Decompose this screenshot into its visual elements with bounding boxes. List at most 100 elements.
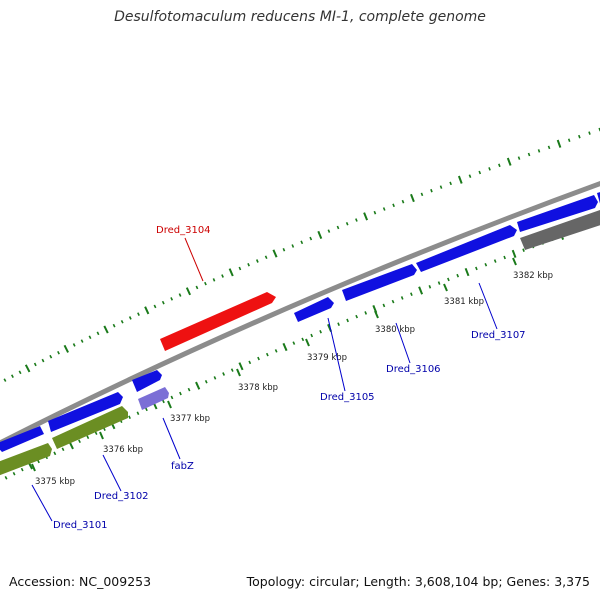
inner-tick	[265, 352, 269, 357]
inner-tick	[418, 286, 424, 295]
page-title: Desulfotomaculum reducens MI-1, complete…	[114, 9, 486, 25]
outer-tick	[556, 139, 562, 148]
outer-tick	[195, 285, 199, 290]
inner-tick	[4, 476, 8, 480]
gene-arrow-fabz[interactable]	[138, 387, 169, 410]
inner-tick	[400, 296, 404, 300]
outer-tick	[373, 210, 377, 215]
outer-tick	[137, 312, 140, 316]
inner-tick	[61, 447, 65, 452]
outer-tick	[578, 134, 581, 139]
outer-tick-ring	[3, 127, 600, 382]
outer-tick	[457, 175, 463, 184]
inner-tick	[456, 273, 460, 278]
inner-tick	[319, 329, 322, 334]
inner-tick	[204, 379, 208, 384]
scale-ticks	[31, 257, 517, 472]
inner-tick	[12, 471, 16, 476]
inner-tick	[447, 277, 450, 282]
gene-label-fabz[interactable]: fabZ	[171, 461, 194, 472]
inner-tick	[187, 387, 191, 392]
gene-arrow-dred-3107[interactable]	[416, 225, 517, 272]
outer-tick	[10, 374, 14, 378]
inner-tick	[410, 292, 413, 296]
inner-tick	[257, 356, 260, 361]
outer-tick	[272, 249, 278, 258]
gene-arrow-gray-right[interactable]	[520, 207, 600, 250]
gene-label-dred-3105[interactable]: Dred_3105	[320, 392, 375, 403]
leader-dred-3102	[102, 454, 122, 492]
outer-tick	[430, 188, 433, 193]
reverse-strand-genes	[0, 207, 600, 477]
leader-dred-3106	[395, 322, 411, 364]
gene-arrow-right-edge-blue[interactable]	[597, 189, 600, 207]
inner-tick	[355, 314, 359, 319]
leader-dred-3105	[327, 317, 346, 392]
accession-label: Accession: NC_009253	[9, 574, 152, 589]
inner-tick	[170, 395, 174, 400]
outer-tick	[410, 193, 415, 203]
inner-tick	[428, 285, 432, 289]
outer-tick	[300, 240, 304, 245]
scale-labels: 3375 kbp 3376 kbp 3377 kbp 3378 kbp 3379…	[35, 271, 553, 487]
outer-tick	[112, 323, 116, 328]
inner-tick	[391, 299, 395, 304]
inner-tick	[195, 381, 201, 390]
gene-label-dred-3107[interactable]: Dred_3107	[471, 330, 526, 341]
kbp-label-3380: 3380 kbp	[375, 325, 415, 335]
gene-arrow-small-blue[interactable]	[132, 370, 162, 392]
gene-arrow-dred-3102[interactable]	[52, 406, 128, 449]
inner-tick	[337, 322, 340, 326]
kbp-3376	[99, 431, 104, 440]
outer-tick	[212, 278, 216, 282]
gene-arrow-dred-3106[interactable]	[342, 264, 417, 301]
gene-arrow-left-blue[interactable]	[0, 426, 44, 452]
gene-label-leaders	[31, 237, 498, 522]
gene-arrow-blue-2[interactable]	[48, 392, 123, 432]
inner-tick	[364, 311, 368, 315]
inner-tick	[78, 439, 81, 444]
gene-label-dred-3106[interactable]: Dred_3106	[386, 364, 441, 375]
gene-label-dred-3104[interactable]: Dred_3104	[156, 225, 211, 236]
outer-tick	[80, 339, 84, 343]
inner-tick	[53, 451, 57, 456]
outer-tick	[327, 229, 331, 233]
kbp-3380	[374, 310, 379, 319]
inner-tick	[136, 411, 140, 416]
kbp-label-3382: 3382 kbp	[513, 271, 553, 281]
inner-tick	[437, 281, 441, 285]
inner-tick	[230, 368, 234, 372]
outer-tick	[439, 185, 443, 189]
inner-tick-ring	[4, 219, 600, 480]
outer-tick	[420, 192, 424, 197]
kbp-3382	[512, 257, 517, 266]
outer-tick	[144, 306, 150, 315]
inner-tick	[484, 262, 488, 267]
outer-tick	[567, 138, 571, 142]
kbp-label-3379: 3379 kbp	[307, 353, 347, 363]
gene-arrow-dred-3101[interactable]	[0, 443, 52, 477]
outer-tick	[264, 255, 268, 260]
gene-arrow-dred-3105[interactable]	[294, 297, 334, 322]
inner-tick	[274, 349, 278, 353]
inner-tick	[464, 267, 470, 277]
inner-tick	[301, 337, 305, 342]
forward-strand-genes	[0, 189, 600, 452]
inner-tick	[179, 391, 182, 396]
gene-label-dred-3102[interactable]: Dred_3102	[94, 491, 149, 502]
kbp-label-3378: 3378 kbp	[238, 383, 278, 393]
gene-arrow-dred-3104[interactable]	[160, 292, 276, 351]
leader-dred-3101	[31, 484, 53, 522]
gene-arrow-right-blue[interactable]	[517, 195, 598, 232]
inner-tick	[222, 372, 226, 376]
outer-tick	[170, 297, 174, 301]
kbp-3378	[236, 368, 241, 377]
inner-tick	[310, 333, 314, 338]
kbp-label-3381: 3381 kbp	[444, 297, 484, 307]
outer-tick	[517, 156, 521, 160]
inner-tick	[292, 341, 296, 345]
outer-tick	[161, 300, 165, 305]
gene-label-dred-3101[interactable]: Dred_3101	[53, 520, 108, 531]
kbp-label-3377: 3377 kbp	[170, 414, 210, 424]
